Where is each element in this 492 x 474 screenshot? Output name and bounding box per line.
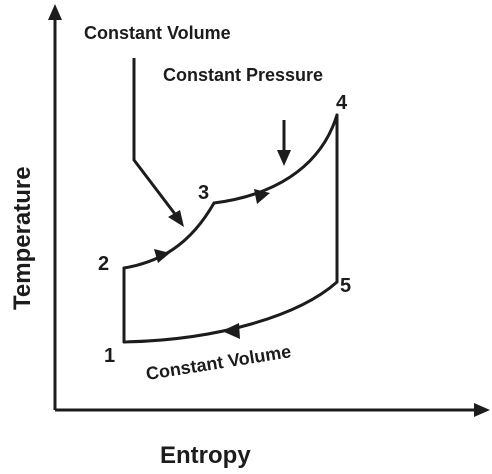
axes	[48, 4, 490, 417]
pointer-arrows	[132, 58, 291, 227]
point-label-5: 5	[340, 275, 351, 297]
label-constant-volume-top: Constant Volume	[84, 23, 231, 43]
process-5-1-constant-volume	[122, 280, 339, 344]
flow-arrow-2-3	[154, 249, 170, 263]
flow-arrows	[154, 189, 270, 339]
process-3-4-constant-pressure	[212, 113, 339, 205]
label-constant-volume-bottom: Constant Volume	[144, 341, 292, 384]
constant-pressure-pointer-head	[277, 150, 291, 166]
x-axis-arrowhead	[474, 403, 490, 417]
point-label-4: 4	[336, 92, 348, 114]
y-axis-arrowhead	[48, 4, 62, 20]
point-label-1: 1	[104, 345, 115, 367]
y-axis-label: Temperature	[9, 166, 36, 310]
flow-arrow-5-1	[222, 323, 240, 339]
label-constant-pressure: Constant Pressure	[163, 65, 323, 85]
point-label-3: 3	[198, 182, 209, 204]
point-label-2: 2	[98, 253, 109, 275]
cycle	[122, 113, 339, 344]
x-axis-label: Entropy	[160, 442, 251, 469]
flow-arrow-3-4	[254, 189, 270, 204]
process-2-3-constant-volume	[122, 201, 216, 270]
constant-volume-pointer	[132, 58, 180, 219]
constant-volume-pointer-head	[168, 210, 184, 227]
